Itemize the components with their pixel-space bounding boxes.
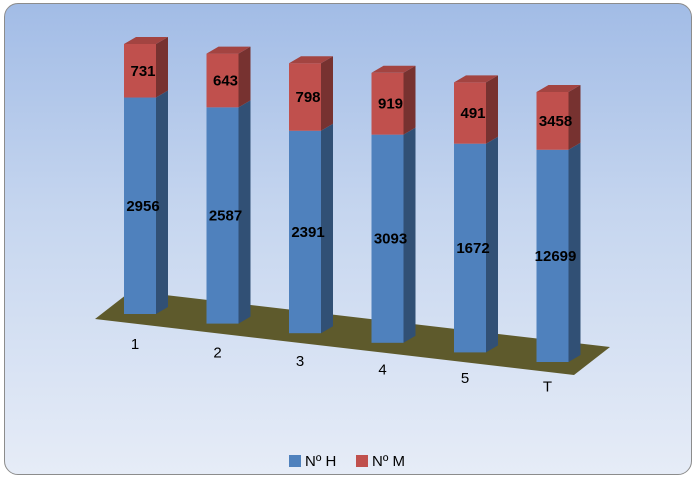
data-label-3-nm: 798 bbox=[295, 89, 320, 106]
bar-5-nm-side bbox=[486, 75, 498, 144]
bar-5-nm-front bbox=[454, 82, 486, 144]
bar-4-nm-side bbox=[403, 65, 416, 135]
legend-label-nh: Nº H bbox=[305, 453, 336, 470]
legend-label-nm: Nº M bbox=[372, 453, 405, 470]
bar-3-nh-side bbox=[321, 123, 333, 334]
data-label-2-nm: 643 bbox=[213, 72, 238, 89]
chart-frame: 2956 731 2587 643 2391 798 3093 919 1672 491 12699… bbox=[4, 3, 692, 475]
bar-4-nm-front bbox=[371, 72, 404, 135]
data-label-2-nh: 2587 bbox=[209, 207, 242, 224]
bar-t-nm-top bbox=[536, 85, 581, 92]
bar-2-nm-front bbox=[206, 53, 239, 108]
legend-swatch-nh bbox=[289, 455, 301, 467]
bar-5-nh-side bbox=[486, 136, 498, 353]
x-tick-2: 2 bbox=[213, 345, 221, 362]
bar-5-nh-front bbox=[454, 143, 486, 353]
data-label-t-nm: 3458 bbox=[539, 113, 572, 130]
bars-layer: 2956 731 2587 643 2391 798 3093 919 1672 491 12699… bbox=[124, 37, 581, 362]
data-label-t-nh: 12699 bbox=[535, 248, 577, 265]
bar-t-nm-side bbox=[568, 85, 581, 150]
data-label-1-nh: 2956 bbox=[126, 198, 159, 215]
bar-2-nh-side bbox=[238, 100, 251, 324]
bar-1-nm-side bbox=[156, 37, 168, 98]
bar-1-nh-side bbox=[156, 90, 168, 314]
x-tick-5: 5 bbox=[461, 370, 469, 387]
bar-3-nm-top bbox=[289, 56, 333, 64]
x-tick-t: T bbox=[543, 379, 552, 396]
bar-1-nm-top bbox=[124, 37, 168, 44]
legend-swatch-nm bbox=[356, 455, 368, 467]
bar-t-nh-side bbox=[568, 142, 581, 362]
bar-4-nh-side bbox=[403, 127, 416, 343]
bar-t-nm-front bbox=[536, 92, 569, 150]
data-label-4-nh: 3093 bbox=[374, 231, 407, 248]
bar-3-nm-side bbox=[321, 56, 333, 131]
data-label-5-nm: 491 bbox=[460, 105, 485, 122]
data-label-4-nm: 919 bbox=[378, 96, 403, 113]
bar-4-nh-front bbox=[371, 134, 404, 343]
data-label-3-nh: 2391 bbox=[291, 224, 324, 241]
bar-3-nh-front bbox=[289, 130, 321, 334]
legend: Nº H Nº M bbox=[289, 453, 405, 470]
x-tick-1: 1 bbox=[131, 336, 139, 353]
bar-2-nh-front bbox=[206, 107, 239, 324]
x-tick-4: 4 bbox=[378, 362, 386, 379]
x-tick-3: 3 bbox=[296, 353, 304, 370]
bar-4-nm-top bbox=[371, 65, 416, 73]
bar-2-nm-top bbox=[206, 46, 251, 54]
chart-svg: 2956 731 2587 643 2391 798 3093 919 1672 491 12699… bbox=[95, 37, 610, 470]
bar-5-nm-top bbox=[454, 75, 498, 83]
bar-1-nh-front bbox=[124, 97, 156, 314]
data-label-5-nh: 1672 bbox=[456, 240, 489, 257]
chart-floor bbox=[95, 291, 610, 375]
bar-3-nm-front bbox=[289, 63, 321, 131]
bar-1-nm-front bbox=[124, 44, 156, 98]
data-label-1-nm: 731 bbox=[130, 63, 155, 80]
ticks-layer: 1 2 3 4 5 T bbox=[131, 336, 552, 396]
bar-2-nm-side bbox=[238, 46, 251, 108]
bar-t-nh-front bbox=[536, 149, 569, 362]
